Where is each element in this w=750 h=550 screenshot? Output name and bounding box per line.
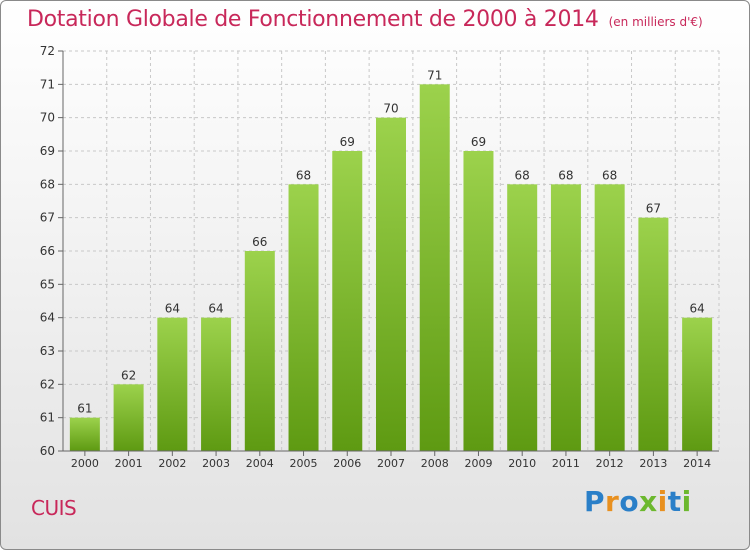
- y-tick-label: 64: [40, 311, 55, 325]
- data-label: 67: [646, 202, 661, 216]
- x-tick-label: 2009: [464, 457, 492, 470]
- y-tick-label: 68: [40, 177, 55, 191]
- y-tick-label: 67: [40, 211, 55, 225]
- x-tick-label: 2007: [377, 457, 405, 470]
- bar-2012: [594, 184, 625, 452]
- bar-2009: [463, 151, 494, 451]
- data-label: 68: [558, 168, 573, 182]
- x-tick-label: 2008: [421, 457, 449, 470]
- x-tick-label: 2002: [158, 457, 186, 470]
- bar-2010: [507, 184, 538, 452]
- y-tick-label: 61: [40, 411, 55, 425]
- bar-2011: [550, 184, 581, 452]
- data-label: 71: [427, 68, 442, 82]
- chart-subtitle: (en milliers d'€): [608, 15, 703, 29]
- chart-title-block: Dotation Globale de Fonctionnement de 20…: [27, 7, 703, 32]
- commune-name: CUIS: [31, 496, 77, 520]
- bar-2007: [376, 117, 406, 452]
- data-label: 62: [121, 368, 136, 382]
- y-tick-label: 62: [40, 377, 55, 391]
- bar-2005: [288, 184, 319, 452]
- bar-2002: [157, 317, 188, 451]
- y-tick-label: 69: [40, 144, 55, 158]
- y-tick-label: 70: [40, 111, 55, 125]
- y-tick-label: 66: [40, 244, 55, 258]
- data-label: 69: [340, 135, 355, 149]
- data-label: 68: [296, 168, 311, 182]
- data-label: 61: [77, 402, 92, 416]
- y-tick-label: 72: [40, 44, 55, 58]
- x-tick-label: 2004: [246, 457, 274, 470]
- bar-2014: [682, 317, 713, 451]
- data-label: 64: [165, 302, 180, 316]
- x-tick-label: 2006: [333, 457, 361, 470]
- y-tick-label: 65: [40, 277, 55, 291]
- bar-2003: [201, 317, 232, 451]
- x-tick-label: 2013: [639, 457, 667, 470]
- x-tick-label: 2003: [202, 457, 230, 470]
- data-label: 64: [208, 302, 223, 316]
- bar-2000: [69, 417, 100, 451]
- x-tick-label: 2010: [508, 457, 536, 470]
- x-tick-label: 2000: [71, 457, 99, 470]
- data-label: 68: [515, 168, 530, 182]
- bar-2004: [244, 251, 275, 451]
- y-tick-label: 63: [40, 344, 55, 358]
- data-label: 69: [471, 135, 486, 149]
- bar-2006: [332, 151, 363, 451]
- x-tick-label: 2014: [683, 457, 711, 470]
- bar-2001: [113, 384, 144, 451]
- x-tick-label: 2011: [552, 457, 580, 470]
- data-label: 68: [602, 168, 617, 182]
- x-tick-label: 2001: [115, 457, 143, 470]
- bar-2008: [419, 84, 450, 451]
- x-tick-label: 2012: [596, 457, 624, 470]
- chart-title: Dotation Globale de Fonctionnement de 20…: [27, 7, 599, 32]
- data-label: 70: [383, 102, 398, 116]
- data-label: 66: [252, 235, 267, 249]
- data-label: 64: [689, 302, 704, 316]
- bar-2013: [638, 217, 669, 451]
- y-tick-label: 60: [40, 444, 55, 458]
- proxiti-logo: Proxiti: [584, 485, 692, 518]
- bars: 61 62 64 64 66 68 69 70 71 69 68 68 68 67 64: [69, 68, 713, 452]
- y-tick-label: 71: [40, 77, 55, 91]
- x-tick-label: 2005: [290, 457, 318, 470]
- axes: 60 61 62 63 64 65 66 67 68 69 70 71 72 2000 2001 2002 20…: [40, 44, 719, 470]
